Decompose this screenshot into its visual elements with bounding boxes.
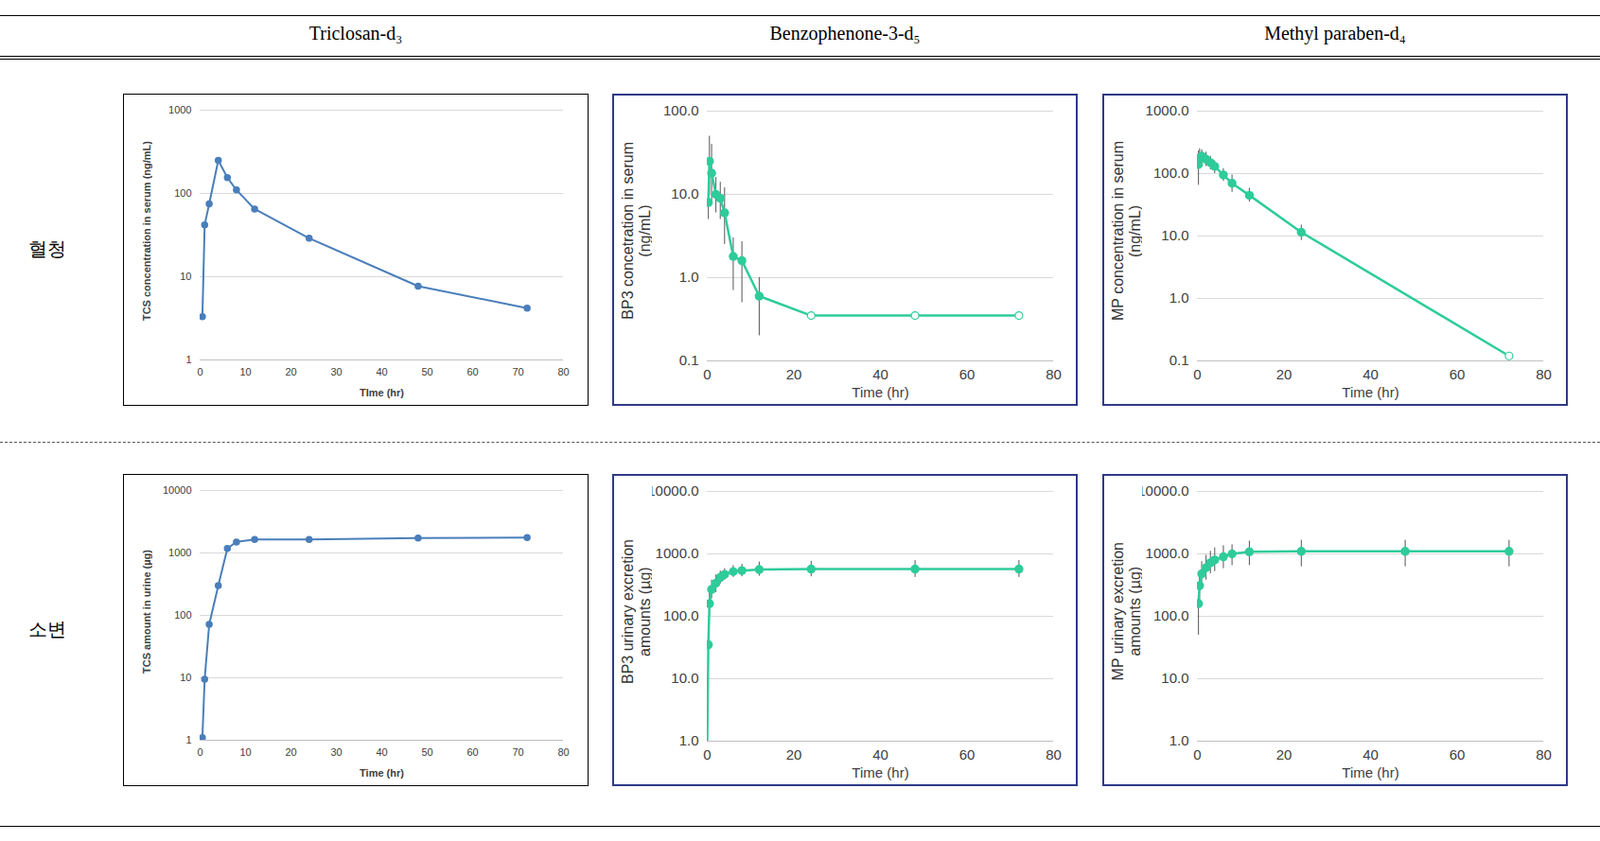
svg-text:40: 40 bbox=[1362, 366, 1379, 383]
svg-text:30: 30 bbox=[330, 746, 342, 758]
svg-text:0: 0 bbox=[703, 746, 711, 763]
svg-text:60: 60 bbox=[959, 746, 976, 763]
svg-text:20: 20 bbox=[284, 366, 297, 378]
svg-text:80: 80 bbox=[1535, 746, 1552, 763]
svg-text:60: 60 bbox=[466, 366, 478, 378]
html-text:소변: 소변 bbox=[28, 617, 67, 641]
svg-text:10.0: 10.0 bbox=[1160, 227, 1189, 244]
svg-text:20: 20 bbox=[1276, 366, 1293, 383]
html-text:TCS concentration in serum (ng: TCS concentration in serum (ng/mL) bbox=[140, 140, 153, 321]
svg-text:Time (hr): Time (hr) bbox=[851, 764, 909, 781]
svg-text:60: 60 bbox=[1449, 746, 1466, 763]
svg-text:1000: 1000 bbox=[168, 104, 192, 116]
svg-text:TIme (hr): TIme (hr) bbox=[359, 386, 405, 399]
svg-text:Time (hr): Time (hr) bbox=[851, 384, 909, 401]
svg-text:1.0: 1.0 bbox=[679, 268, 700, 285]
html-text:Methyl paraben-d₄: Methyl paraben-d₄ bbox=[1264, 22, 1406, 44]
html-text:혈청: 혈청 bbox=[28, 237, 67, 261]
svg-text:40: 40 bbox=[1362, 746, 1379, 763]
svg-text:1.0: 1.0 bbox=[679, 732, 700, 749]
html-text:BP3 concetration in serum (ng/: BP3 concetration in serum (ng/mL) bbox=[619, 142, 653, 320]
svg-text:40: 40 bbox=[375, 366, 387, 378]
svg-text:60: 60 bbox=[959, 366, 976, 383]
svg-text:30: 30 bbox=[330, 366, 342, 378]
svg-text:10000: 10000 bbox=[162, 484, 193, 496]
svg-text:70: 70 bbox=[511, 746, 524, 758]
svg-text:0: 0 bbox=[196, 746, 203, 758]
svg-text:Time (hr): Time (hr) bbox=[1341, 764, 1399, 781]
svg-text:100.0: 100.0 bbox=[1153, 164, 1190, 181]
svg-text:100.0: 100.0 bbox=[663, 607, 700, 624]
svg-text:10.0: 10.0 bbox=[670, 185, 699, 202]
svg-text:0: 0 bbox=[1193, 366, 1201, 383]
svg-text:100.0: 100.0 bbox=[1153, 607, 1190, 624]
svg-text:70: 70 bbox=[511, 366, 524, 378]
svg-text:Time (hr): Time (hr) bbox=[1341, 384, 1399, 401]
svg-text:50: 50 bbox=[421, 746, 433, 758]
svg-text:0: 0 bbox=[196, 366, 203, 378]
svg-text:40: 40 bbox=[375, 746, 387, 758]
html-text:BP3 urinary excretion amounts: BP3 urinary excretion amounts (µg) bbox=[619, 538, 653, 684]
svg-text:20: 20 bbox=[786, 746, 803, 763]
svg-text:20: 20 bbox=[284, 746, 297, 758]
svg-text:10.0: 10.0 bbox=[1160, 669, 1189, 686]
svg-text:1.0: 1.0 bbox=[1169, 732, 1190, 749]
html-text:MP urinary excretion amounts (: MP urinary excretion amounts (µg) bbox=[1109, 541, 1143, 681]
svg-text:10: 10 bbox=[239, 366, 251, 378]
svg-text:1.0: 1.0 bbox=[1169, 289, 1190, 306]
svg-text:20: 20 bbox=[1276, 746, 1293, 763]
svg-text:40: 40 bbox=[872, 366, 889, 383]
svg-text:0.1: 0.1 bbox=[1169, 351, 1190, 369]
svg-text:40: 40 bbox=[872, 746, 889, 763]
html-text:Benzophenone-3-d₅: Benzophenone-3-d₅ bbox=[769, 22, 921, 44]
svg-text:80: 80 bbox=[1045, 366, 1062, 383]
svg-text:1000: 1000 bbox=[168, 546, 192, 559]
svg-text:1: 1 bbox=[185, 734, 192, 746]
svg-text:10: 10 bbox=[239, 746, 251, 758]
svg-text:0: 0 bbox=[1193, 746, 1201, 763]
svg-text:1: 1 bbox=[185, 353, 192, 366]
svg-text:100.0: 100.0 bbox=[663, 102, 700, 119]
svg-text:10.0: 10.0 bbox=[670, 669, 699, 686]
svg-text:80: 80 bbox=[557, 746, 569, 758]
svg-text:80: 80 bbox=[557, 366, 569, 378]
svg-text:100: 100 bbox=[174, 187, 192, 199]
svg-text:20: 20 bbox=[786, 366, 803, 383]
svg-text:100: 100 bbox=[174, 609, 192, 621]
svg-text:0: 0 bbox=[703, 366, 711, 383]
svg-text:Time (hr): Time (hr) bbox=[359, 767, 405, 779]
svg-text:60: 60 bbox=[466, 746, 478, 758]
svg-text:1000.0: 1000.0 bbox=[1145, 102, 1190, 119]
svg-text:1000.0: 1000.0 bbox=[1145, 545, 1190, 562]
svg-text:50: 50 bbox=[421, 366, 433, 378]
svg-text:80: 80 bbox=[1045, 746, 1062, 763]
html-text:Triclosan-d₃: Triclosan-d₃ bbox=[309, 22, 403, 44]
html-text:TCS amount in urine (µg): TCS amount in urine (µg) bbox=[140, 549, 153, 674]
svg-text:10000.0: 10000.0 bbox=[1142, 482, 1190, 499]
svg-text:1000.0: 1000.0 bbox=[655, 545, 700, 562]
svg-text:10: 10 bbox=[179, 270, 192, 282]
svg-text:0.1: 0.1 bbox=[679, 351, 700, 369]
svg-text:10: 10 bbox=[179, 671, 192, 684]
svg-text:80: 80 bbox=[1535, 366, 1552, 383]
svg-text:60: 60 bbox=[1449, 366, 1466, 383]
html-text:MP concentration in serum (ng/: MP concentration in serum (ng/mL) bbox=[1109, 140, 1143, 321]
svg-text:10000.0: 10000.0 bbox=[651, 482, 700, 499]
